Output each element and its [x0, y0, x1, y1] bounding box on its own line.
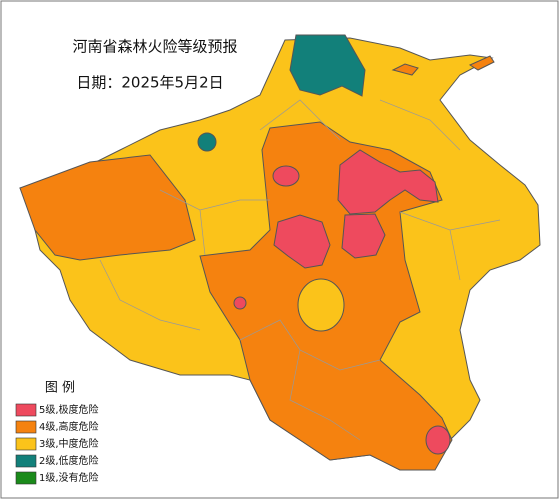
legend-label: 4级,高度危险 [39, 420, 99, 433]
legend-swatch [15, 420, 37, 434]
northeast-red-zone [337, 149, 439, 215]
north-red-spot [272, 165, 300, 187]
west-red-spot [233, 296, 247, 310]
map-date: 日期：2025年5月2日 [76, 74, 223, 92]
map-title: 河南省森林火险等级预报 [72, 38, 237, 56]
far-north-spot [468, 55, 495, 71]
county-line [99, 99, 501, 441]
legend-label: 1级,没有危险 [39, 471, 99, 484]
north-teal-spot [197, 132, 217, 152]
map-regions [19, 34, 541, 471]
west-zone [19, 154, 196, 261]
north-teal-zone [289, 34, 366, 97]
south-red-spot [425, 425, 451, 455]
legend-label: 3级,中度危险 [39, 437, 99, 450]
county-lines [99, 99, 501, 441]
legend-label: 5级,极度危险 [39, 403, 99, 416]
legend-label: 2级,低度危险 [39, 454, 99, 467]
legend-swatch [15, 454, 37, 468]
legend-title: 图 例 [45, 381, 75, 396]
central-yellow-zone [297, 278, 345, 332]
legend-swatch [15, 403, 37, 417]
central-red-zone-2 [341, 213, 386, 259]
northeast-spot [391, 63, 419, 76]
legend: 5级,极度危险 4级,高度危险 3级,中度危险 2级,低度危险 1级,没有危险 [15, 403, 99, 485]
legend-swatch [15, 471, 37, 485]
central-red-zone [273, 214, 331, 269]
legend-swatch [15, 437, 37, 451]
